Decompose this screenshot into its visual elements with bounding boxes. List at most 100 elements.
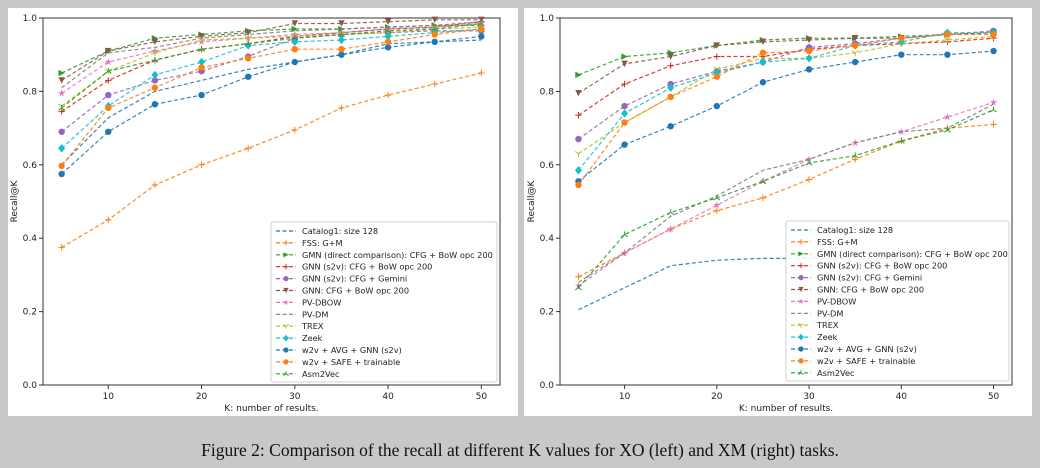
data-point	[151, 181, 159, 189]
data-point	[384, 27, 392, 34]
data-point	[621, 102, 628, 110]
data-point	[805, 54, 813, 63]
series-line	[577, 32, 994, 171]
legend-label: GMN (direct comparison): CFG + BoW opc 2…	[302, 250, 493, 260]
legend-label: GNN (s2v): CFG + Gemini	[302, 274, 407, 284]
data-point	[943, 37, 951, 44]
data-point	[667, 83, 675, 92]
legend: Catalog1: size 128 FSS: G+M GMN (direct co…	[270, 221, 498, 383]
legend-marker	[283, 276, 289, 282]
data-point	[897, 137, 905, 144]
legend-label: w2v + AVG + GNN (s2v)	[302, 345, 402, 355]
data-point	[667, 53, 674, 60]
data-point	[58, 104, 66, 111]
series-line	[61, 24, 482, 74]
y-tick-label: 0.8	[23, 87, 38, 97]
series-line	[61, 21, 482, 113]
data-point	[151, 77, 159, 84]
data-point	[244, 145, 252, 152]
legend-label: w2v + SAFE + trainable	[817, 356, 915, 366]
chart-panel-right: 0.0 0.2 0.4 0.6 0.8 1.0 10 20 30 40 50 K: number of…	[524, 8, 1032, 416]
data-point	[805, 176, 813, 183]
series-line	[61, 35, 482, 175]
legend-marker	[798, 298, 804, 304]
data-point	[198, 161, 205, 168]
legend-label: w2v + AVG + GNN (s2v)	[817, 344, 917, 354]
x-tick-label: 30	[289, 392, 301, 402]
data-point	[291, 58, 299, 66]
series-line	[578, 32, 994, 76]
data-point	[58, 170, 65, 178]
data-point	[337, 31, 345, 38]
series-fss-g-m	[58, 69, 485, 251]
legend-marker	[283, 371, 289, 377]
data-point	[244, 41, 252, 50]
legend-marker	[798, 286, 804, 293]
legend-marker	[283, 334, 289, 342]
series-line	[578, 30, 994, 140]
y-tick-label: 0.6	[23, 161, 38, 171]
series-pv-dm	[578, 103, 994, 283]
series-line	[61, 39, 482, 166]
data-point	[621, 53, 628, 60]
data-point	[198, 33, 205, 40]
data-point	[943, 126, 951, 133]
series-line	[61, 22, 482, 109]
series-line	[578, 32, 994, 94]
data-point	[105, 128, 112, 135]
legend-label: Zeek	[817, 332, 838, 342]
data-point	[58, 162, 65, 170]
series-line	[578, 103, 994, 283]
series-line	[61, 30, 482, 133]
legend-label: PV-DM	[817, 308, 843, 318]
legend-label: Zeek	[302, 333, 323, 343]
legend-label: Catalog1: size 128	[302, 226, 378, 236]
data-point	[431, 16, 438, 24]
x-tick-label: 50	[476, 392, 488, 402]
data-point	[338, 51, 345, 58]
legend-label: GNN: CFG + BoW opc 200	[302, 286, 409, 296]
data-point	[291, 45, 299, 53]
data-point	[244, 55, 252, 62]
legend-label: GNN (s2v): CFG + BoW opc 200	[302, 262, 432, 272]
data-point	[384, 91, 392, 99]
data-point	[151, 47, 159, 55]
data-point	[713, 207, 721, 214]
data-point	[713, 42, 721, 49]
data-point	[244, 40, 252, 47]
legend-marker	[798, 370, 804, 376]
legend-marker	[798, 275, 804, 281]
x-tick-label: 10	[103, 392, 115, 402]
y-tick-label: 1.0	[23, 14, 38, 24]
legend-label: PV-DBOW	[817, 296, 856, 306]
data-point	[574, 166, 582, 175]
legend-marker	[283, 347, 289, 353]
data-point	[621, 231, 629, 238]
data-point	[151, 50, 159, 57]
legend-label: FSS: G+M	[302, 238, 343, 248]
series-gnn-s2v-cfg-gemini	[575, 27, 997, 143]
data-point	[384, 38, 392, 46]
data-point	[244, 29, 252, 36]
data-point	[575, 273, 582, 280]
series-line	[578, 37, 994, 116]
data-point	[151, 70, 159, 80]
data-point	[291, 34, 299, 41]
data-point	[713, 53, 721, 60]
data-point	[575, 181, 582, 189]
data-point	[338, 20, 345, 27]
legend-label: PV-DBOW	[302, 297, 341, 307]
data-point	[58, 77, 65, 84]
data-point	[851, 50, 859, 57]
data-point	[851, 42, 859, 49]
data-point	[759, 57, 767, 67]
legend-label: TREX	[816, 320, 839, 330]
legend-label: FSS: G+M	[817, 237, 858, 247]
series-catalog1-size-128	[61, 39, 482, 166]
data-point	[478, 33, 485, 40]
data-point	[58, 89, 66, 97]
data-point	[384, 44, 392, 51]
data-point	[759, 178, 767, 184]
series-line	[577, 33, 994, 186]
data-point	[575, 90, 582, 97]
